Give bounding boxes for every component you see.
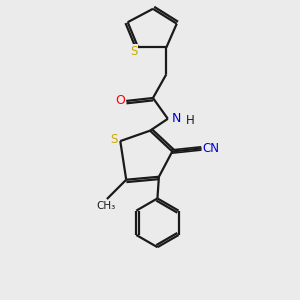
Text: S: S — [110, 133, 117, 146]
Text: O: O — [115, 94, 125, 107]
Text: S: S — [130, 44, 137, 58]
Text: N: N — [171, 112, 181, 125]
Text: CN: CN — [202, 142, 220, 155]
Text: CH₃: CH₃ — [97, 201, 116, 211]
Text: H: H — [186, 114, 195, 127]
